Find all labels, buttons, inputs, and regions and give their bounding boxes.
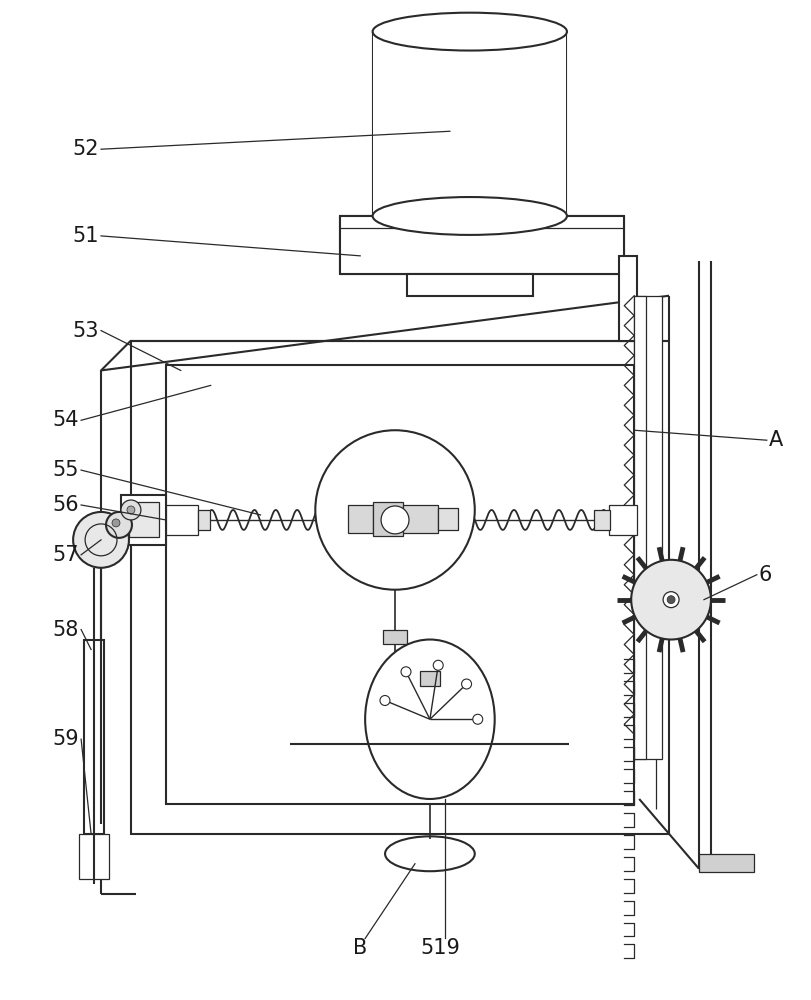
Bar [373,502,403,536]
Polygon shape [373,32,566,216]
Circle shape [381,506,409,534]
Circle shape [401,667,411,677]
Bar [438,508,458,530]
Circle shape [106,512,132,538]
Circle shape [461,679,471,689]
Bar [634,296,646,759]
Text: 6: 6 [759,565,772,585]
Text: 52: 52 [72,139,99,159]
Circle shape [433,660,443,670]
Bar [609,505,637,535]
Text: 53: 53 [72,321,99,341]
Ellipse shape [372,197,567,235]
Circle shape [631,560,711,640]
Bar [341,216,624,274]
Bar [198,510,210,530]
Bar [383,630,407,644]
Ellipse shape [385,836,474,871]
Bar [131,341,669,834]
Bar [79,834,109,879]
Bar [699,854,753,872]
Text: 54: 54 [53,410,79,430]
Circle shape [73,512,129,568]
Text: 51: 51 [72,226,99,246]
Bar [165,365,634,804]
Circle shape [112,519,120,527]
Circle shape [121,500,141,520]
Text: 57: 57 [53,545,79,565]
Ellipse shape [372,13,567,51]
Circle shape [380,696,390,705]
Text: 56: 56 [53,495,79,515]
Bar [165,505,198,535]
Bar [129,502,159,537]
Text: 59: 59 [53,729,79,749]
Bar [407,274,533,296]
Circle shape [315,430,474,590]
Bar [403,505,438,533]
Bar [594,510,611,530]
Bar [84,640,104,834]
Ellipse shape [365,640,495,799]
Bar [620,256,637,341]
Circle shape [663,592,679,608]
Text: B: B [353,938,367,958]
Text: 58: 58 [53,620,79,640]
Text: 55: 55 [53,460,79,480]
Bar [634,296,662,759]
Bar [121,495,165,545]
Text: A: A [769,430,783,450]
Circle shape [127,506,135,514]
Bar [348,505,373,533]
Circle shape [667,596,675,604]
Bar [420,671,440,686]
Text: 519: 519 [420,938,460,958]
Circle shape [473,714,483,724]
